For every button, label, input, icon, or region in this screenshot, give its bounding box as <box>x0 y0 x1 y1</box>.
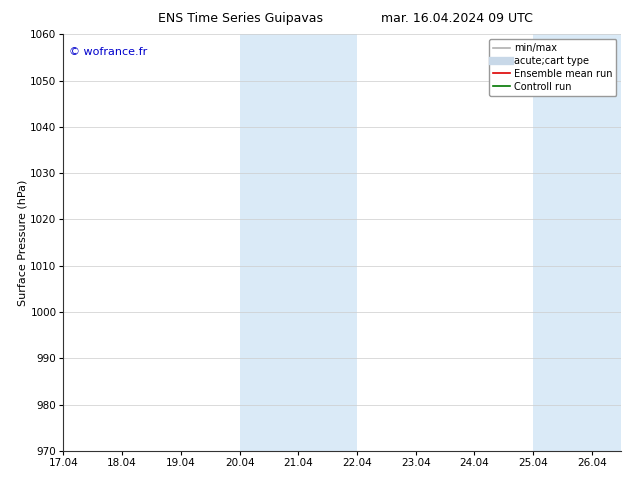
Text: ENS Time Series Guipavas: ENS Time Series Guipavas <box>158 12 323 25</box>
Legend: min/max, acute;cart type, Ensemble mean run, Controll run: min/max, acute;cart type, Ensemble mean … <box>489 39 616 96</box>
Y-axis label: Surface Pressure (hPa): Surface Pressure (hPa) <box>17 179 27 306</box>
Text: © wofrance.fr: © wofrance.fr <box>69 47 147 57</box>
Bar <box>592 34 621 451</box>
Bar <box>533 34 592 451</box>
Bar <box>240 34 299 451</box>
Text: mar. 16.04.2024 09 UTC: mar. 16.04.2024 09 UTC <box>380 12 533 25</box>
Bar <box>299 34 357 451</box>
